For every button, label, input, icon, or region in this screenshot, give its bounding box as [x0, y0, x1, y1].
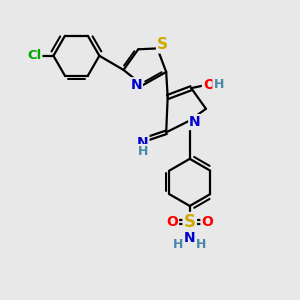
Text: Cl: Cl [27, 49, 41, 62]
Text: S: S [184, 213, 196, 231]
Text: N: N [189, 115, 201, 129]
Text: H: H [213, 78, 224, 91]
Text: O: O [166, 215, 178, 229]
Text: N: N [137, 136, 148, 150]
Text: O: O [203, 78, 215, 92]
Text: O: O [202, 215, 213, 229]
Text: H: H [137, 145, 148, 158]
Text: S: S [157, 38, 168, 52]
Text: H: H [173, 238, 184, 251]
Text: N: N [184, 231, 196, 245]
Text: H: H [196, 238, 206, 251]
Text: N: N [130, 78, 142, 92]
